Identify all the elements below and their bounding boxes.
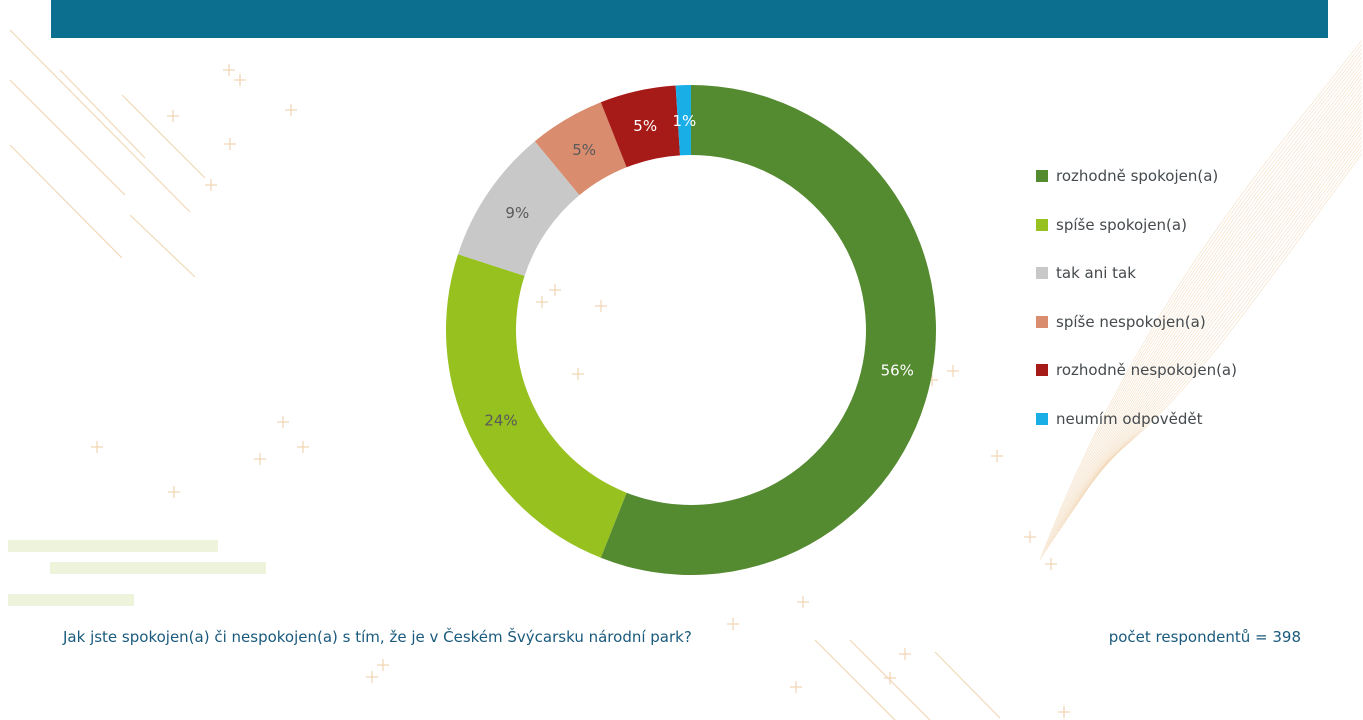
legend-item: spíše spokojen(a) [1036,215,1187,235]
legend-item: tak ani tak [1036,263,1136,283]
respondent-count: počet respondentů = 398 [1108,628,1301,646]
donut-slice [446,254,627,558]
legend-swatch [1036,364,1048,376]
legend-label: spíše spokojen(a) [1056,215,1187,234]
donut-slice [600,85,681,168]
donut-slice [675,85,691,156]
header-bar [51,0,1328,38]
slice-data-label: 1% [673,112,697,130]
legend-item: spíše nespokojen(a) [1036,312,1206,332]
slice-data-label: 5% [572,141,596,159]
legend-item: rozhodně spokojen(a) [1036,166,1218,186]
legend-item: neumím odpovědět [1036,409,1203,429]
donut-slice [600,85,936,576]
legend-swatch [1036,218,1048,231]
donut-slice [457,141,580,276]
legend-label: rozhodně spokojen(a) [1056,167,1219,185]
legend-swatch [1036,315,1048,328]
legend-label: spíše nespokojen(a) [1056,312,1206,331]
slice-data-label: 24% [484,411,517,429]
legend-label: tak ani tak [1056,264,1136,282]
legend-swatch [1036,170,1048,182]
legend-swatch [1036,267,1048,279]
slice-data-label: 5% [633,117,657,135]
survey-question: Jak jste spokojen(a) či nespokojen(a) s … [63,628,692,646]
legend-swatch [1036,412,1048,425]
legend-item: rozhodně nespokojen(a) [1036,360,1237,380]
legend-label: neumím odpovědět [1056,409,1203,428]
slice-data-label: 56% [881,361,914,379]
slice-data-label: 9% [505,204,529,222]
donut-slice [534,102,627,196]
legend-label: rozhodně nespokojen(a) [1056,361,1237,379]
